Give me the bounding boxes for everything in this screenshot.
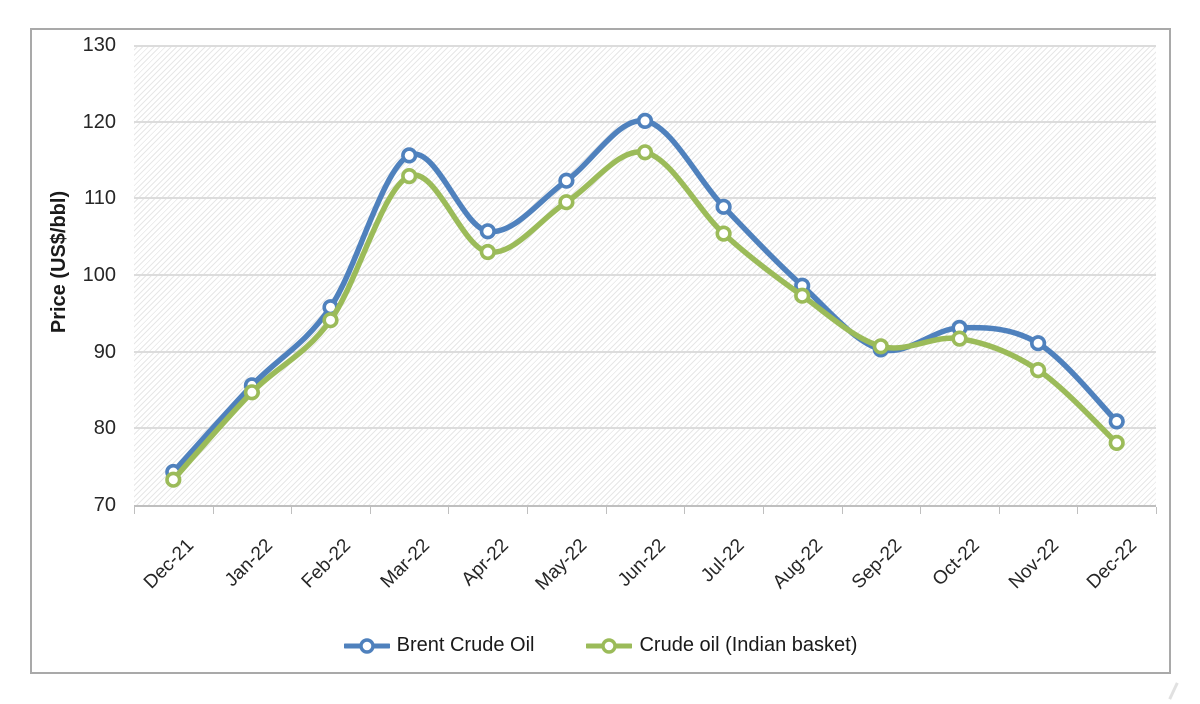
y-tick-label-110: 110 (84, 187, 116, 210)
series-line-brent (170, 118, 1120, 475)
x-axis-tick (369, 507, 371, 514)
x-axis-tick (605, 507, 607, 514)
data-point-marker (1029, 362, 1047, 379)
line-series (165, 112, 1125, 488)
legend-label: Brent Crude Oil (396, 634, 535, 656)
data-point-marker (794, 287, 811, 304)
data-point-marker (165, 471, 182, 488)
x-axis-tick (212, 507, 214, 514)
data-point-marker (479, 223, 496, 240)
x-axis-tick (684, 507, 686, 514)
data-point-marker (558, 172, 575, 189)
data-point-marker (715, 225, 732, 242)
x-axis-tick (1077, 507, 1079, 514)
chart-frame: Price (US$/bbl) 130 120 110 100 90 80 70 Dec-2… (30, 28, 1171, 674)
x-axis-tick (841, 507, 843, 514)
data-point-marker (951, 330, 968, 347)
data-point-marker (243, 384, 260, 401)
y-axis-title-text: Price (US$/bbl) (48, 190, 70, 334)
legend-label: Crude oil (Indian basket) (639, 634, 858, 656)
data-point-marker (636, 112, 654, 129)
x-axis-tick (762, 507, 764, 514)
gridline-110 (134, 197, 1156, 200)
y-tick-label-80: 80 (93, 417, 116, 440)
gridline-80 (134, 427, 1156, 430)
x-axis-tick (448, 507, 450, 514)
y-tick-label-90: 90 (93, 340, 116, 363)
data-point-marker (1029, 335, 1047, 352)
legend-item-brent: Brent Crude Oil (343, 634, 535, 657)
y-tick-label-130: 130 (82, 34, 116, 56)
legend-marker-icon (586, 637, 633, 654)
x-axis-tick (291, 507, 293, 514)
x-tick-label-text: Dec-22 (1083, 535, 1142, 594)
data-point-marker (715, 198, 732, 215)
data-point-marker (401, 147, 418, 164)
gridline-130 (134, 45, 1156, 47)
y-tick-label-70: 70 (93, 494, 116, 516)
data-point-marker (558, 194, 575, 211)
plot-area (134, 45, 1156, 507)
x-axis-tick (527, 507, 529, 514)
corner-mark (1168, 682, 1179, 700)
legend-item-indian-basket: Crude oil (Indian basket) (586, 634, 857, 657)
gridline-100 (134, 274, 1156, 276)
legend-marker-icon (343, 637, 390, 654)
data-point-marker (1108, 434, 1125, 452)
x-tick-label-Dec-22: Dec-22 (997, 535, 1141, 593)
x-axis-tick (134, 507, 135, 514)
data-point-marker (872, 338, 889, 355)
data-point-marker (401, 168, 418, 185)
data-point-marker (479, 243, 496, 261)
series-line-indian-basket (170, 149, 1120, 483)
y-axis-title: Price (US$/bbl) (48, 102, 71, 422)
y-tick-label-100: 100 (82, 264, 116, 286)
data-point-marker (322, 312, 339, 329)
data-point-marker (1108, 413, 1125, 430)
gridline-90 (134, 350, 1156, 353)
x-axis-tick (998, 507, 1000, 514)
x-axis-tick (920, 507, 922, 514)
y-tick-label-120: 120 (82, 110, 116, 133)
x-axis-tick (1156, 507, 1157, 514)
data-point-marker (636, 144, 654, 161)
legend: Brent Crude Oil Crude oil (Indian basket) (32, 634, 1169, 657)
